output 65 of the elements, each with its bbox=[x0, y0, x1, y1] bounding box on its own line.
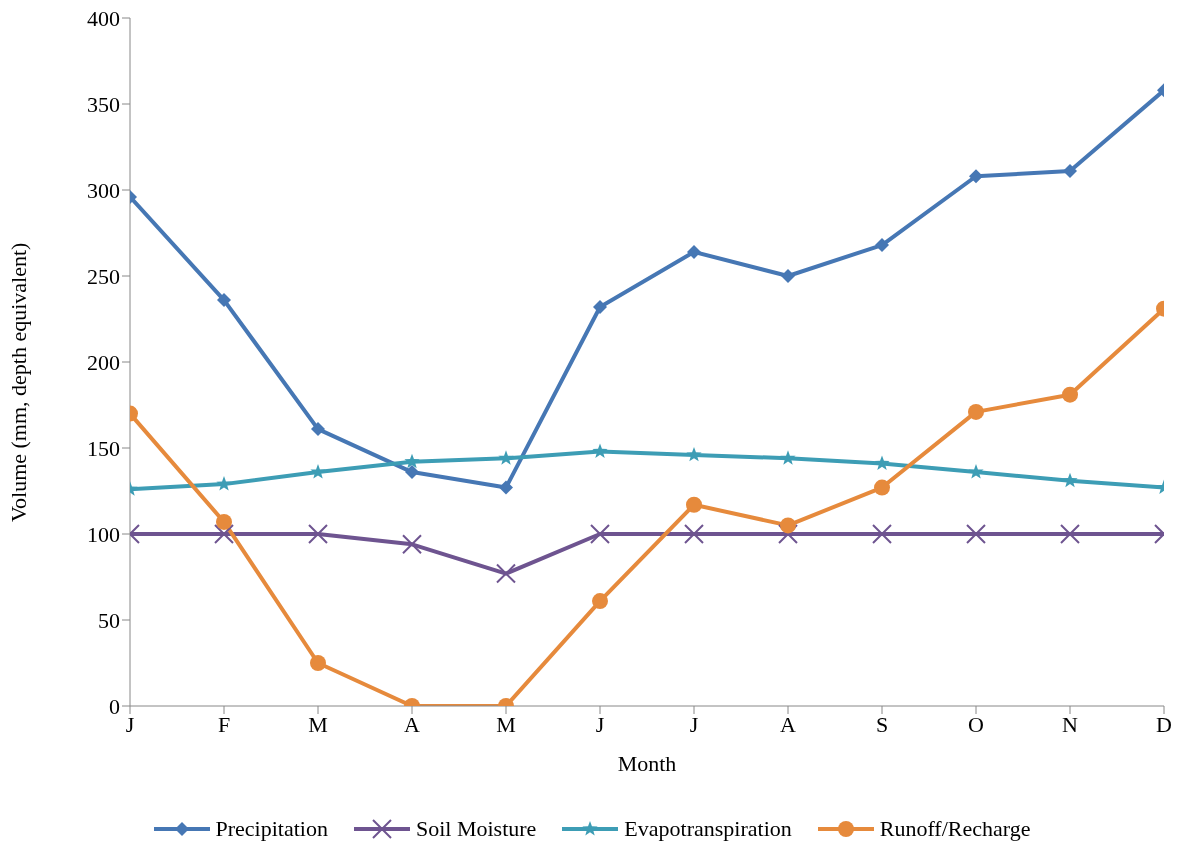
point bbox=[780, 450, 796, 465]
legend-label: Evapotranspiration bbox=[624, 816, 792, 842]
x-tick-label: F bbox=[217, 711, 231, 737]
point bbox=[1062, 472, 1078, 488]
y-tick-label: 50 bbox=[98, 607, 120, 633]
point bbox=[780, 517, 796, 534]
point bbox=[216, 513, 232, 530]
point bbox=[498, 450, 514, 465]
point bbox=[496, 563, 516, 584]
point bbox=[216, 476, 232, 491]
point bbox=[966, 524, 986, 544]
y-tick-label: 250 bbox=[87, 263, 120, 289]
point bbox=[686, 446, 702, 462]
x-tick-label: J bbox=[689, 711, 699, 737]
point bbox=[590, 524, 610, 544]
x-tick-label: O bbox=[968, 711, 984, 737]
point bbox=[311, 422, 325, 437]
y-tick-label: 200 bbox=[87, 349, 120, 375]
point bbox=[778, 524, 798, 544]
point bbox=[404, 453, 420, 469]
point bbox=[310, 464, 326, 479]
point bbox=[499, 480, 513, 495]
point bbox=[402, 534, 422, 555]
y-axis-title: Volume (mm, depth equivalent) bbox=[5, 242, 31, 522]
point bbox=[969, 169, 983, 184]
point bbox=[592, 593, 608, 610]
point bbox=[781, 269, 795, 283]
point bbox=[968, 464, 984, 479]
point bbox=[684, 524, 704, 544]
point bbox=[405, 465, 419, 480]
point bbox=[875, 238, 889, 253]
point bbox=[872, 524, 892, 544]
point bbox=[686, 496, 702, 513]
y-tick-label: 400 bbox=[87, 5, 120, 31]
point bbox=[214, 524, 234, 544]
x-tick-label: S bbox=[875, 711, 889, 737]
point bbox=[1062, 386, 1078, 403]
x-tick-label: D bbox=[1156, 711, 1172, 737]
y-tick-label: 0 bbox=[109, 693, 120, 719]
x-tick-label: N bbox=[1062, 711, 1079, 737]
legend-label: Soil Moisture bbox=[415, 816, 537, 842]
point bbox=[592, 443, 608, 458]
legend-label: Runoff/Recharge bbox=[879, 816, 1031, 842]
x-tick-label: A bbox=[404, 711, 421, 737]
y-tick-label: 300 bbox=[87, 177, 120, 203]
y-tick-label: 150 bbox=[87, 435, 120, 461]
point bbox=[687, 244, 701, 259]
point bbox=[217, 293, 231, 308]
x-tick-label: A bbox=[780, 711, 797, 737]
x-tick-label: M bbox=[496, 711, 516, 737]
y-tick-label: 100 bbox=[87, 521, 120, 547]
point bbox=[1060, 524, 1080, 544]
point bbox=[968, 403, 984, 420]
point bbox=[593, 299, 607, 314]
point bbox=[874, 479, 890, 496]
x-axis-title: Month bbox=[617, 751, 677, 776]
x-tick-label: J bbox=[595, 711, 605, 737]
point bbox=[874, 455, 890, 470]
x-tick-label: J bbox=[125, 711, 135, 737]
point bbox=[310, 655, 326, 671]
legend-label: Precipitation bbox=[215, 816, 328, 842]
x-tick-label: M bbox=[308, 711, 328, 737]
y-tick-label: 350 bbox=[87, 91, 120, 117]
point bbox=[1063, 164, 1077, 179]
point bbox=[308, 524, 328, 544]
